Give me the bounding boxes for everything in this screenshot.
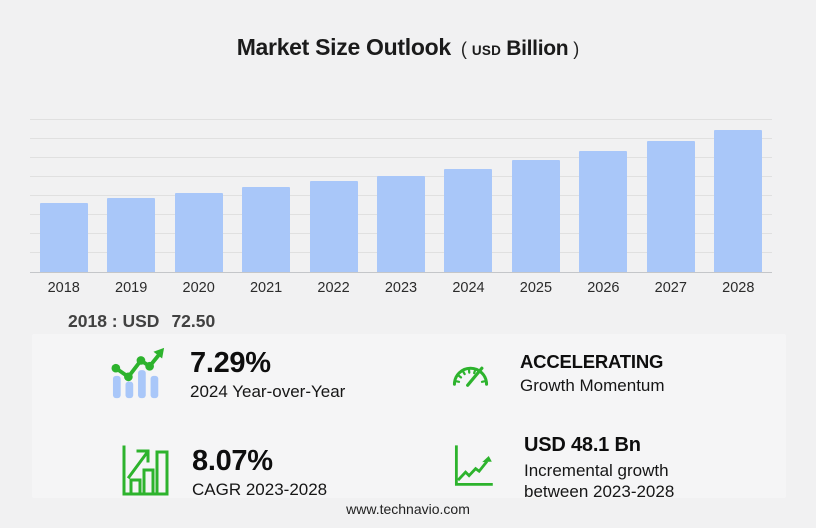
trend-bars-icon	[110, 346, 168, 405]
gridline	[30, 157, 772, 158]
stat-yoy-caption: 2024 Year-over-Year	[190, 382, 346, 402]
market-size-bar-chart: 2018 2019 2020 2021 2022 2023 2024 2025 2026 2027…	[30, 119, 772, 296]
bar-slot	[165, 120, 232, 272]
title-open-paren: (	[460, 39, 467, 59]
bar-2018	[39, 203, 88, 272]
bar-slot	[435, 120, 502, 272]
x-label-2019: 2019	[115, 280, 148, 296]
line-growth-icon	[452, 439, 494, 498]
title-unit-billion: Billion	[506, 37, 569, 60]
gridline	[30, 119, 772, 120]
x-label-2025: 2025	[519, 280, 553, 296]
base-year-label: 2018 : USD	[68, 311, 160, 331]
stat-yoy-value: 7.29%	[190, 346, 271, 379]
x-axis-labels: 2018 2019 2020 2021 2022 2023 2024 2025 2026 2027…	[30, 280, 772, 296]
title-main: Market Size Outlook	[236, 34, 451, 60]
bar-2026	[579, 150, 628, 272]
stat-momentum-caption: Growth Momentum	[520, 376, 665, 396]
stat-incremental-value: USD 48.1 Bn	[524, 434, 641, 456]
x-label-2028: 2028	[722, 280, 755, 296]
title-close-paren: )	[573, 39, 580, 59]
title-unit-usd: USD	[471, 43, 502, 58]
bar-slot	[570, 120, 637, 272]
bar-slot	[705, 120, 772, 272]
stat-incremental-caption2: between 2023-2028	[524, 481, 675, 501]
bar-slot	[232, 120, 299, 272]
bar-slot	[637, 120, 704, 272]
bar-2024	[444, 168, 493, 272]
stat-cagr-value: 8.07%	[192, 444, 273, 477]
base-year-annotation: 2018 : USD 72.50	[68, 311, 215, 332]
x-label-2018: 2018	[47, 280, 80, 296]
x-label-2027: 2027	[654, 280, 687, 296]
gauge-icon	[448, 355, 493, 394]
bar-2027	[646, 140, 695, 272]
stat-incremental-growth: USD 48.1 Bn Incremental growth between 2…	[452, 434, 674, 502]
bar-slot	[30, 120, 97, 272]
bar-2028	[714, 129, 763, 272]
bar-2022	[309, 181, 358, 272]
stat-growth-momentum: ACCELERATING Growth Momentum	[448, 351, 665, 397]
plot-area	[30, 119, 772, 273]
stat-yoy-growth: 7.29% 2024 Year-over-Year	[110, 346, 345, 405]
bar-slot	[97, 120, 164, 272]
bar-2023	[376, 175, 425, 272]
stat-momentum-value: ACCELERATING	[520, 351, 664, 372]
bar-slot	[300, 120, 367, 272]
x-label-2026: 2026	[587, 280, 620, 296]
stat-cagr-caption: CAGR 2023-2028	[192, 480, 328, 500]
x-label-2021: 2021	[249, 280, 283, 296]
x-label-2023: 2023	[384, 280, 418, 296]
bar-slot	[502, 120, 569, 272]
bar-2021	[242, 187, 291, 272]
gridline	[30, 138, 772, 139]
stat-cagr: 8.07% CAGR 2023-2028	[120, 444, 327, 503]
bar-growth-icon	[120, 444, 172, 503]
page-title: Market Size Outlook ( USD Billion )	[0, 34, 816, 66]
bar-2019	[107, 198, 156, 272]
website-link[interactable]: www.technavio.com	[346, 501, 470, 517]
bar-2020	[174, 193, 223, 272]
bar-2025	[511, 160, 560, 272]
bars-row	[30, 120, 772, 272]
bar-slot	[367, 120, 434, 272]
x-label-2020: 2020	[182, 280, 215, 296]
x-label-2022: 2022	[317, 280, 350, 296]
x-label-2024: 2024	[452, 280, 485, 296]
base-year-value: 72.50	[171, 311, 216, 331]
stat-incremental-caption1: Incremental growth	[524, 461, 669, 480]
